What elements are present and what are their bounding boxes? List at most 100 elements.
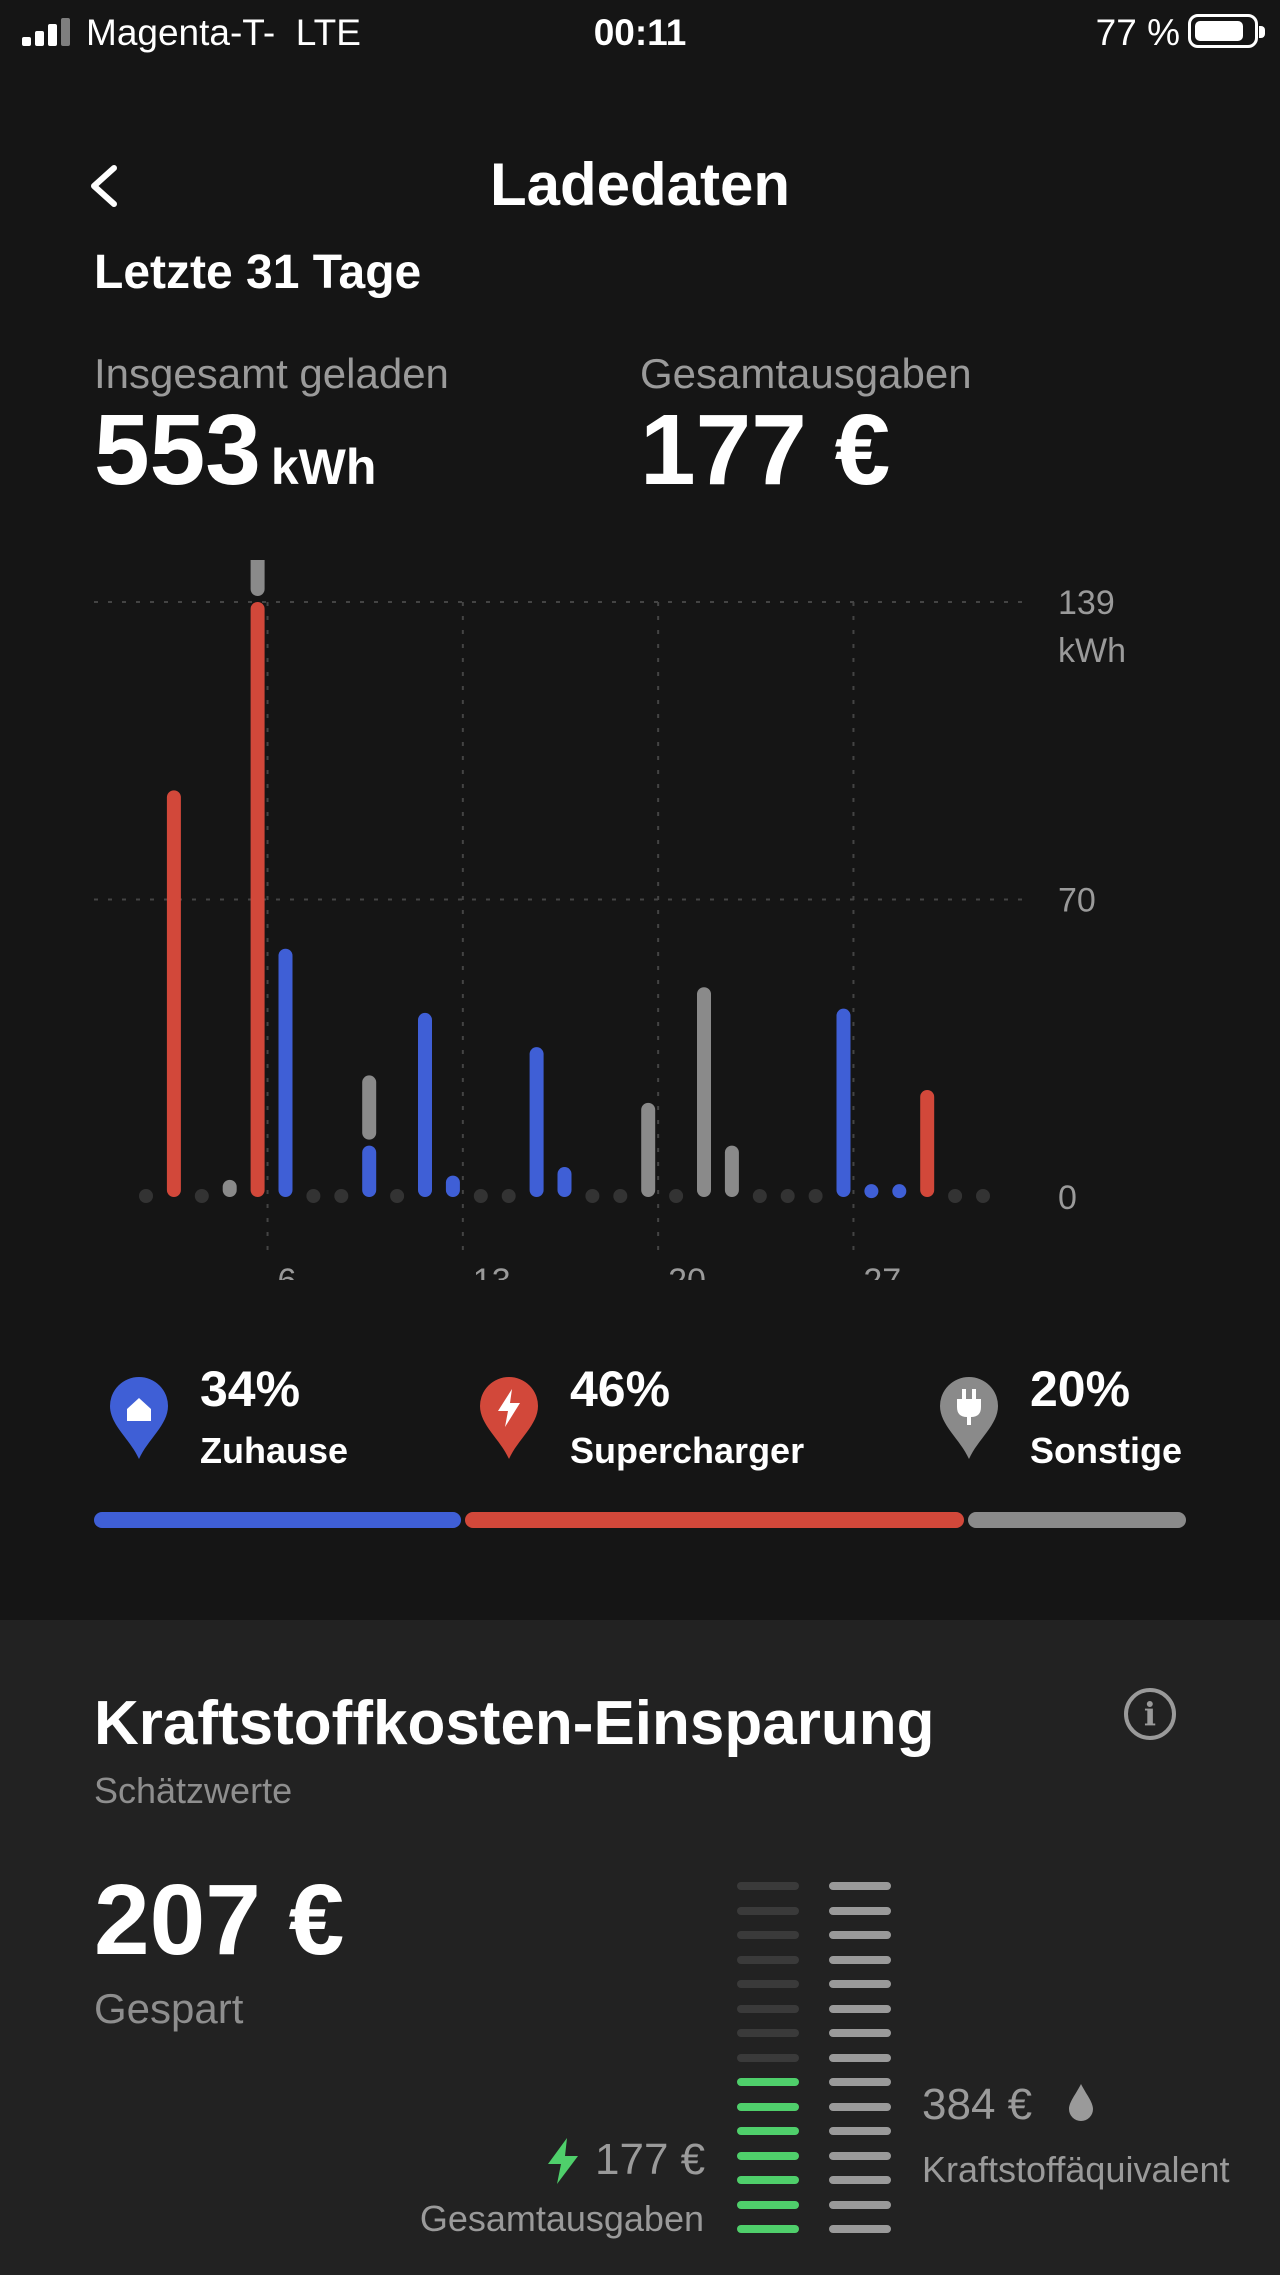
- spend-label: Gesamtausgaben: [640, 350, 972, 397]
- fuel-stack-segment: [829, 1955, 891, 1964]
- home-pin-icon: [110, 1377, 168, 1459]
- bar-zuhause: [418, 1012, 432, 1197]
- bar-zuhause: [836, 1008, 851, 1197]
- x-tick-label: 13: [473, 1262, 511, 1280]
- bar-zuhause: [892, 1184, 907, 1199]
- bar-sonstige: [250, 560, 265, 596]
- empty-day-dot: [501, 1189, 516, 1203]
- bar-sonstige: [222, 1179, 237, 1197]
- empty-day-dot: [390, 1189, 405, 1203]
- page-title: Ladedaten: [489, 151, 791, 218]
- plug-pin-icon: [940, 1377, 998, 1459]
- bar-zuhause: [864, 1184, 879, 1199]
- empty-day-dot: [976, 1189, 990, 1203]
- cost-stack-segment: [737, 2053, 799, 2062]
- fuel-stack-segment: [829, 2004, 891, 2013]
- fuel-value: 384 €: [922, 2080, 1033, 2129]
- cost-stack-segment: [737, 2004, 799, 2013]
- legend-supercharger-name: Supercharger: [570, 1430, 805, 1471]
- cost-stack-segment: [737, 2029, 799, 2037]
- fuel-stack-segment: [829, 2078, 891, 2086]
- bar-supercharger: [166, 790, 181, 1197]
- fuel-stack-segment: [829, 2151, 891, 2160]
- fuel-stack-segment: [829, 2102, 891, 2111]
- share-bar-segment: [967, 1512, 1186, 1528]
- carrier-name: Magenta-T- LTE: [86, 12, 361, 53]
- empty-day-dot: [306, 1189, 321, 1203]
- bar-zuhause: [557, 1167, 572, 1197]
- legend-other-pct: 20%: [1030, 1361, 1131, 1417]
- fuel-stack-segment: [829, 2200, 891, 2209]
- cost-stack-segment: [737, 2151, 799, 2160]
- share-bar-segment: [465, 1512, 964, 1528]
- savings-value-label: Gespart: [94, 1985, 244, 2032]
- cost-stack-segment: [737, 1955, 799, 1964]
- empty-day-dot: [139, 1189, 153, 1203]
- cost-stack-segment: [737, 2102, 799, 2111]
- period-label: Letzte 31 Tage: [94, 246, 422, 299]
- fuel-stack-segment: [829, 2225, 891, 2233]
- empty-day-dot: [669, 1189, 684, 1203]
- empty-day-dot: [194, 1189, 209, 1203]
- fuel-stack-segment: [829, 2176, 891, 2184]
- x-tick-label: 20: [668, 1262, 706, 1280]
- cost-stack-segment: [737, 2078, 799, 2086]
- fuel-stack-segment: [829, 1882, 891, 1890]
- x-tick-label: 6: [278, 1262, 297, 1280]
- y-tick-label: 139: [1058, 584, 1115, 622]
- empty-day-dot: [752, 1189, 767, 1203]
- bar-sonstige: [362, 1075, 377, 1140]
- y-tick-label: 0: [1058, 1179, 1077, 1217]
- empty-day-dot: [948, 1189, 963, 1203]
- cost-stack-segment: [737, 1931, 799, 1939]
- empty-day-dot: [780, 1189, 795, 1203]
- fuel-stack-segment: [829, 1931, 891, 1939]
- battery-percent: 77 %: [1095, 12, 1180, 53]
- cost-label: Gesamtausgaben: [419, 2198, 704, 2239]
- fuel-label: Kraftstoffäquivalent: [922, 2149, 1230, 2190]
- bar-sonstige: [641, 1102, 656, 1197]
- savings-value: 207 €: [94, 1864, 345, 1976]
- charged-value: 553 kWh: [94, 394, 377, 506]
- bar-sonstige: [697, 987, 711, 1197]
- battery-icon: [1188, 14, 1265, 48]
- charged-label: Insgesamt geladen: [94, 350, 449, 397]
- legend-other-name: Sonstige: [1030, 1430, 1183, 1471]
- savings-subtitle: Schätzwerte: [94, 1770, 293, 1811]
- back-chevron-icon[interactable]: [80, 150, 130, 220]
- share-bar-segment: [94, 1512, 462, 1528]
- charging-chart: 6 13 20 27 139 70 0 kWh: [94, 560, 1126, 1280]
- empty-day-dot: [334, 1189, 349, 1203]
- cost-stack-segment: [737, 1882, 799, 1890]
- bolt-icon: [548, 2138, 578, 2184]
- savings-title: Kraftstoffkosten-Einsparung: [94, 1689, 935, 1758]
- bar-supercharger: [920, 1089, 935, 1197]
- fuel-stack-segment: [829, 2053, 891, 2062]
- empty-day-dot: [473, 1189, 488, 1203]
- empty-day-dot: [613, 1189, 628, 1203]
- cost-stack-segment: [737, 2127, 799, 2135]
- empty-day-dot: [585, 1189, 600, 1203]
- savings-section: Kraftstoffkosten-Einsparung i Schätzwert…: [0, 1620, 1280, 2275]
- cost-value: 177 €: [595, 2135, 706, 2184]
- bar-zuhause: [362, 1145, 377, 1197]
- supercharger-pin-icon: [480, 1377, 538, 1459]
- bar-zuhause: [445, 1175, 460, 1197]
- x-tick-label: 27: [863, 1262, 901, 1280]
- cost-stack-segment: [737, 2200, 799, 2209]
- empty-day-dot: [808, 1189, 823, 1203]
- cost-stack-segment: [737, 1980, 799, 1988]
- legend-supercharger-pct: 46%: [570, 1361, 671, 1417]
- bar-sonstige: [724, 1145, 739, 1197]
- status-bar: Magenta-T- LTE 00:11 77 %: [0, 0, 1280, 70]
- network-type: LTE: [295, 12, 361, 53]
- legend-home-name: Zuhause: [200, 1430, 349, 1471]
- charged-unit: kWh: [270, 439, 377, 495]
- fuel-stack-segment: [829, 2029, 891, 2037]
- cost-stack-segment: [737, 2176, 799, 2184]
- y-unit-label: kWh: [1058, 632, 1126, 670]
- legend-home-pct: 34%: [200, 1361, 301, 1417]
- bar-zuhause: [529, 1047, 544, 1197]
- bar-zuhause: [278, 948, 293, 1197]
- info-icon[interactable]: i: [1124, 1688, 1176, 1740]
